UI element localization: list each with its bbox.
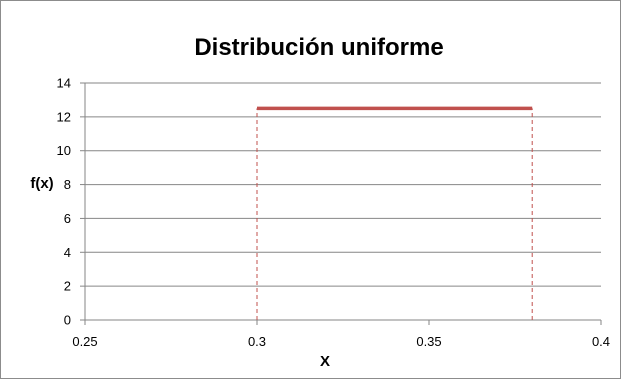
x-tick-label: 0.25 <box>72 334 97 349</box>
y-tick-labels: 0 2 4 6 8 10 12 14 <box>57 76 71 328</box>
x-axis-title: X <box>320 353 330 370</box>
x-tick-label: 0.35 <box>416 334 441 349</box>
chart-title: Distribución uniforme <box>194 34 443 61</box>
y-tick-label: 2 <box>64 279 71 294</box>
y-tick-label: 8 <box>64 177 71 192</box>
y-tick-label: 12 <box>57 109 71 124</box>
y-tick-label: 10 <box>57 143 71 158</box>
axes <box>80 82 602 325</box>
y-tick-label: 0 <box>64 313 71 328</box>
x-tick-label: 0.4 <box>592 334 610 349</box>
boundary-guides <box>256 108 533 320</box>
x-tick-labels: 0.25 0.3 0.35 0.4 <box>72 334 610 349</box>
x-tick-label: 0.3 <box>248 334 266 349</box>
y-axis-title: f(x) <box>30 175 53 192</box>
y-tick-label: 6 <box>64 211 71 226</box>
gridlines <box>85 82 601 287</box>
y-tick-label: 4 <box>64 245 71 260</box>
y-tick-label: 14 <box>57 76 71 91</box>
